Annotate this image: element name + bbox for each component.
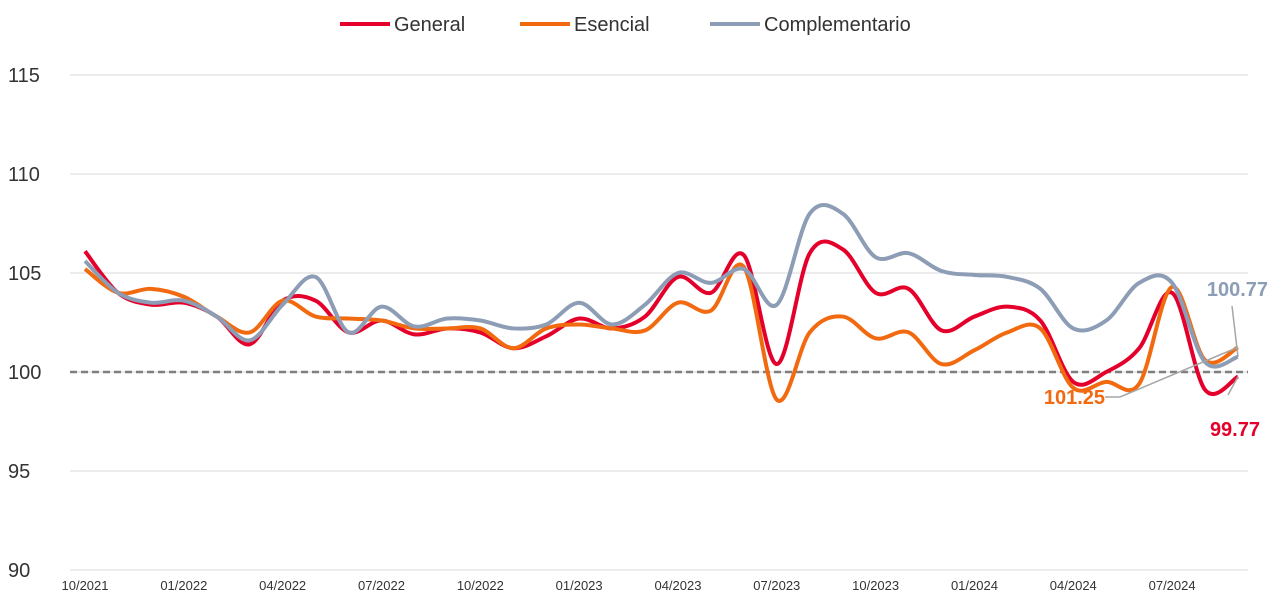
leader-line — [1227, 376, 1239, 396]
x-tick-label: 01/2023 — [556, 578, 603, 593]
x-tick-label: 01/2022 — [160, 578, 207, 593]
series-line — [83, 262, 1240, 403]
leader-line — [1105, 346, 1239, 398]
x-tick-label: 04/2022 — [259, 578, 306, 593]
x-tick-label: 10/2022 — [457, 578, 504, 593]
x-tick-label: 07/2022 — [358, 578, 405, 593]
leader-line — [1231, 305, 1239, 357]
y-tick-label: 95 — [8, 461, 30, 483]
x-tick-label: 04/2024 — [1050, 578, 1097, 593]
x-tick-label: 01/2024 — [951, 578, 998, 593]
y-tick-label: 90 — [8, 560, 30, 582]
data-label: 99.77 — [1210, 419, 1260, 441]
x-tick-label: 10/2021 — [62, 578, 109, 593]
x-tick-label: 10/2023 — [852, 578, 899, 593]
x-tick-label: 07/2023 — [753, 578, 800, 593]
y-tick-label: 110 — [8, 164, 40, 186]
x-tick-label: 07/2024 — [1149, 578, 1196, 593]
data-label: 100.77 — [1207, 279, 1268, 301]
legend-label: General — [394, 14, 465, 36]
x-tick-label: 04/2023 — [654, 578, 701, 593]
y-tick-label: 100 — [8, 362, 41, 384]
legend-label: Complementario — [764, 14, 911, 36]
data-label: 101.25 — [1044, 387, 1105, 409]
legend-label: Esencial — [574, 14, 650, 36]
y-tick-label: 105 — [8, 263, 41, 285]
series-line — [83, 203, 1239, 369]
y-tick-label: 115 — [8, 65, 40, 87]
